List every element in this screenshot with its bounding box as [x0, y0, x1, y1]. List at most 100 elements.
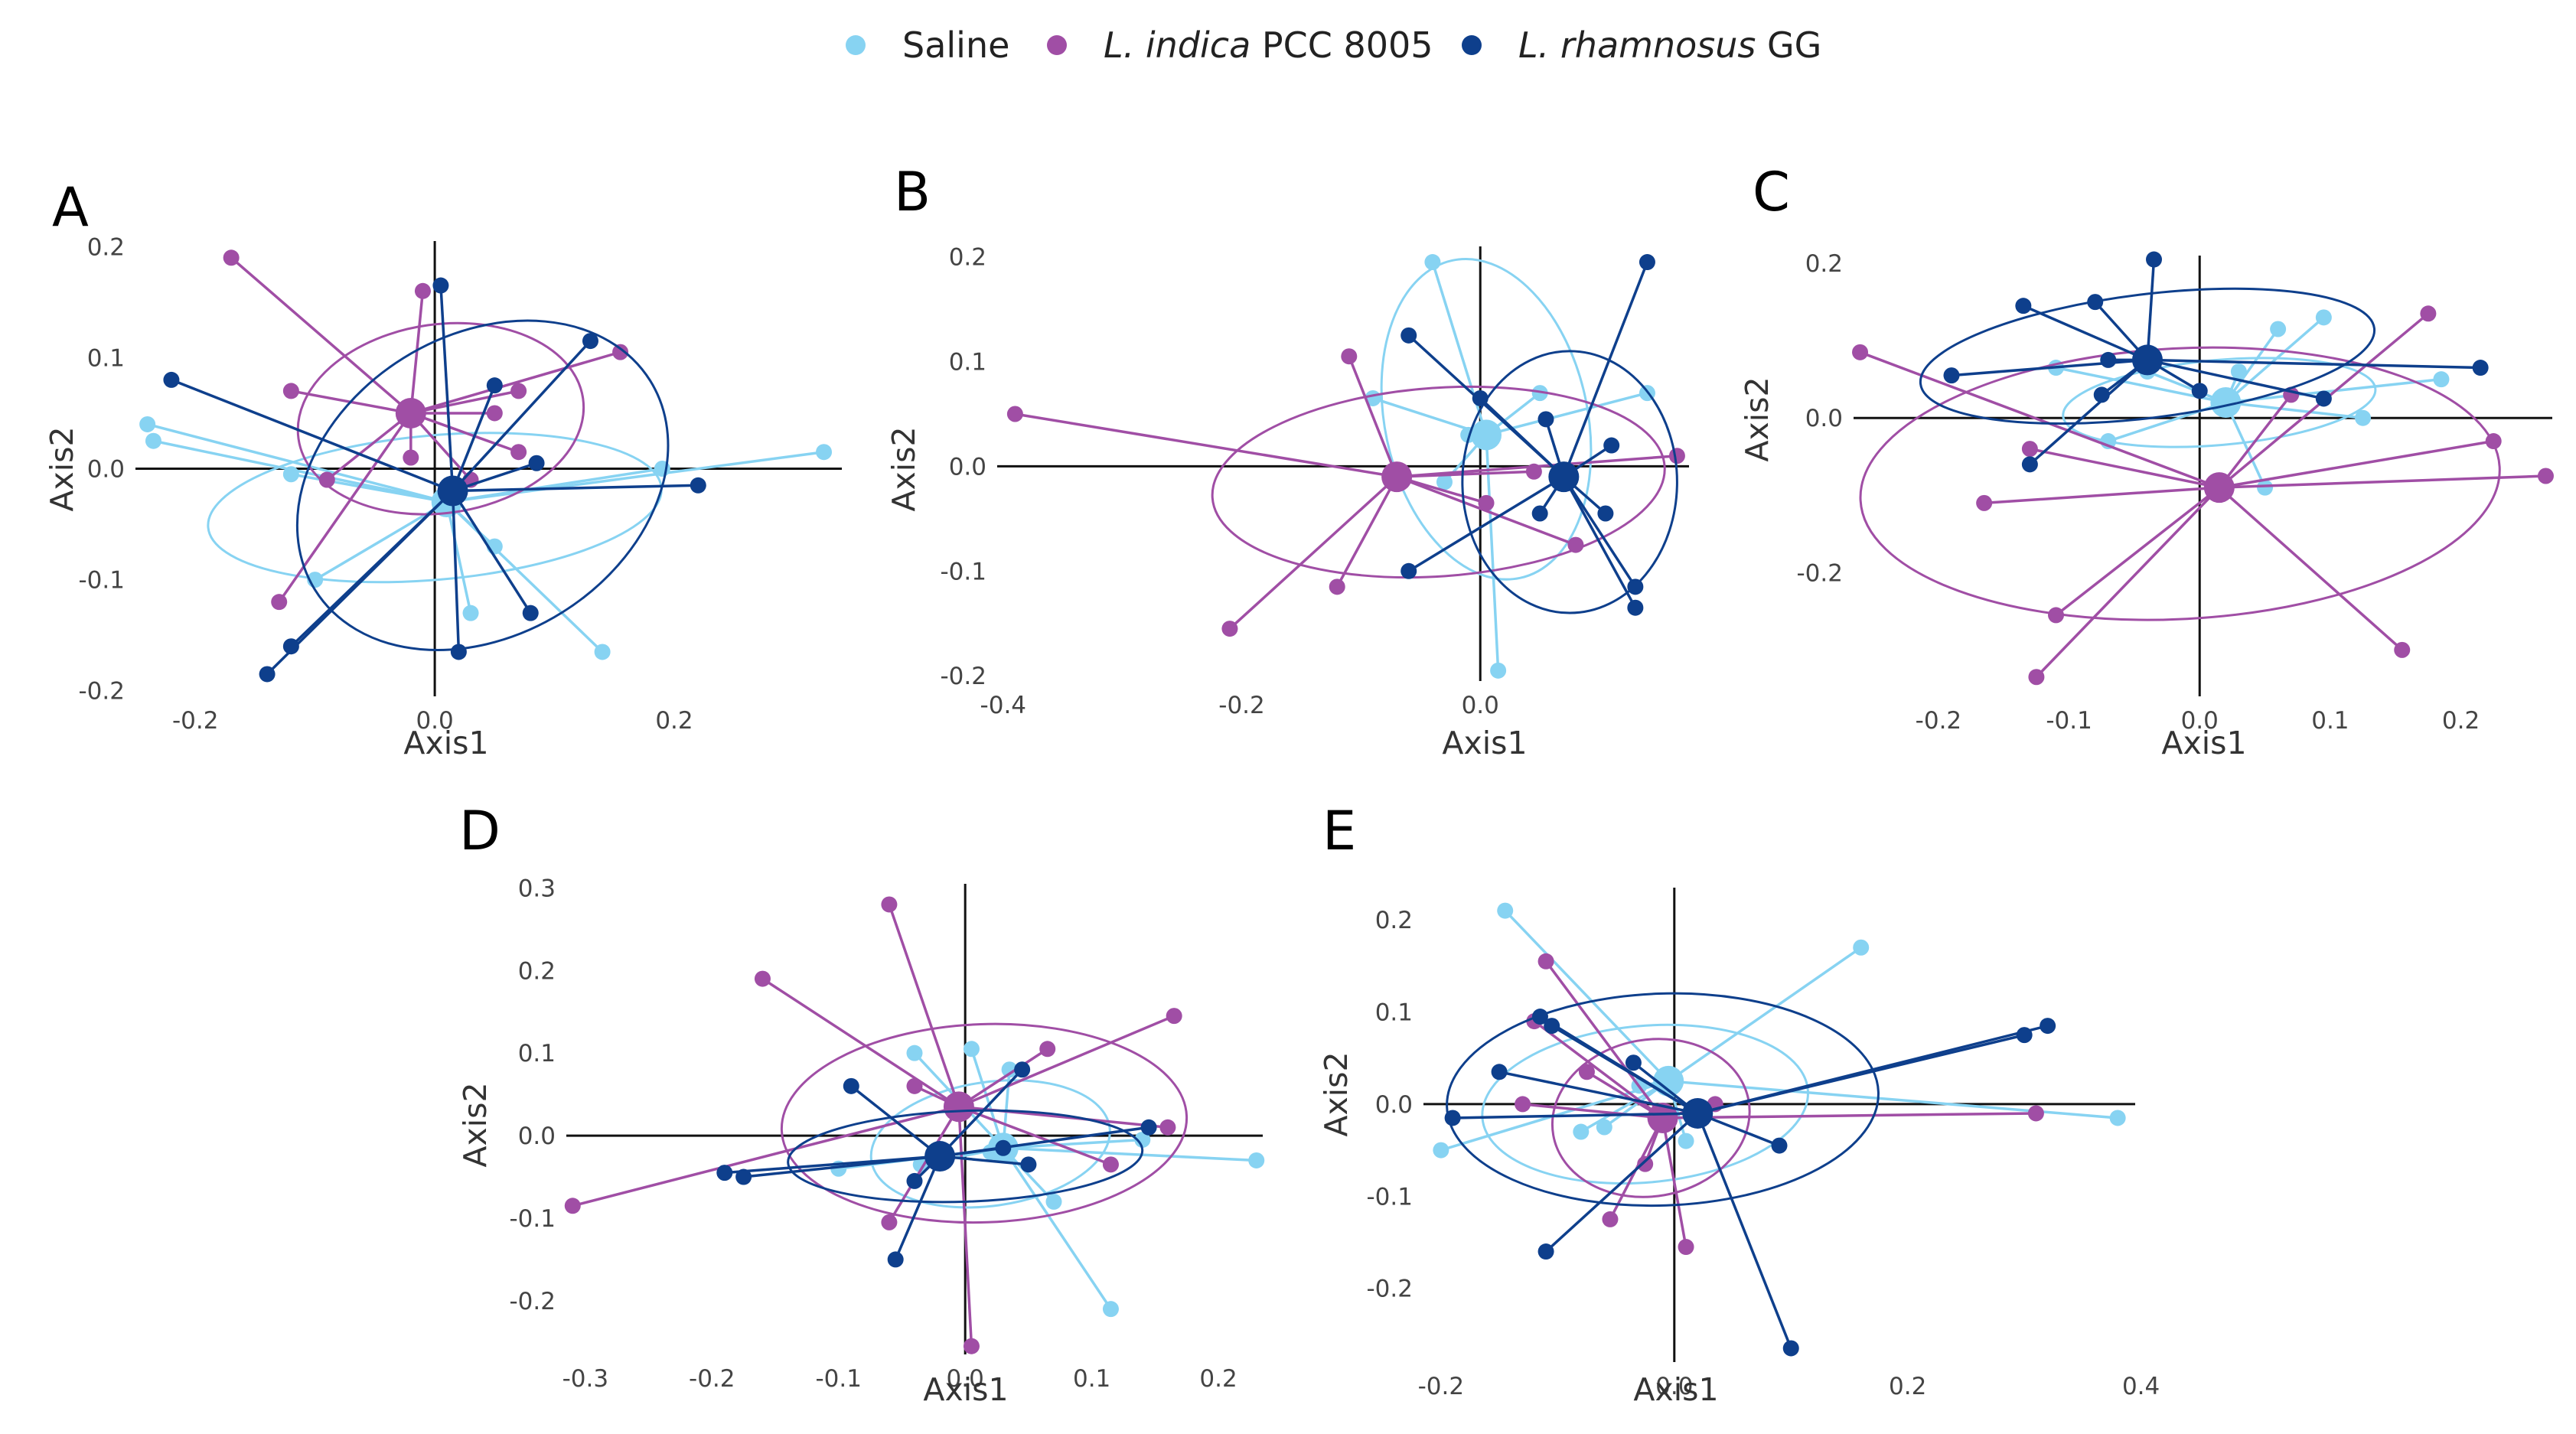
- spoke-line-saline: [147, 422, 448, 504]
- sample-point-l-indica: [2537, 468, 2554, 484]
- confidence-ellipse-l-indica: [1859, 346, 2501, 621]
- spoke-line-l-rhamnosus: [1696, 1113, 1792, 1349]
- sample-point-l-rhamnosus: [1603, 437, 1620, 454]
- sample-point-saline: [1596, 1119, 1612, 1136]
- sample-point-l-indica: [754, 970, 771, 987]
- sample-point-l-indica: [2028, 669, 2045, 686]
- spoke-line-l-rhamnosus: [938, 1068, 1023, 1158]
- centroid-point-l-rhamnosus: [924, 1141, 956, 1172]
- spoke-line-l-rhamnosus: [850, 1084, 941, 1158]
- sample-point-l-indica: [2420, 305, 2437, 322]
- confidence-ellipse-l-indica: [780, 1022, 1189, 1224]
- sample-point-l-indica: [1602, 1211, 1619, 1227]
- sample-point-l-indica: [612, 344, 629, 360]
- spoke-line-l-rhamnosus: [894, 1155, 941, 1260]
- y-tick-label-d: 0.2: [518, 957, 556, 985]
- sample-point-l-rhamnosus: [1627, 578, 1644, 595]
- y-tick-label-e: -0.1: [1367, 1183, 1414, 1211]
- y-axis-title-d: Axis2: [457, 1082, 494, 1167]
- spoke-line-saline: [1580, 1080, 1670, 1133]
- panel-letter-d: D: [459, 800, 501, 862]
- sample-point-l-rhamnosus: [1943, 367, 1960, 384]
- sample-point-l-rhamnosus: [1627, 599, 1644, 616]
- y-tick-label-c: 0.0: [1805, 405, 1843, 432]
- spoke-line-l-rhamnosus: [452, 490, 532, 614]
- group-l-rhamnosus-a: [163, 277, 706, 683]
- sample-point-l-rhamnosus: [2021, 456, 2038, 473]
- centroid-point-l-indica: [395, 397, 426, 429]
- group-l-indica-b: [1006, 348, 1685, 637]
- centroid-point-l-rhamnosus: [437, 475, 468, 507]
- y-tick-label-b: 0.0: [949, 453, 986, 481]
- spoke-line-l-rhamnosus: [1562, 476, 1637, 609]
- sample-point-saline: [2109, 1110, 2126, 1126]
- y-tick-label-a: 0.2: [87, 233, 125, 261]
- spoke-line-l-indica: [888, 904, 960, 1107]
- spoke-line-l-rhamnosus: [451, 385, 496, 492]
- spoke-line-saline: [1002, 1147, 1112, 1310]
- sample-point-saline: [2230, 363, 2247, 380]
- y-tick-label-a: 0.1: [87, 344, 125, 372]
- sample-point-l-rhamnosus: [735, 1168, 752, 1185]
- x-axis-title-d: Axis1: [923, 1371, 1008, 1408]
- group-l-rhamnosus-c: [1919, 251, 2489, 473]
- sample-point-l-indica: [881, 896, 898, 913]
- spoke-line-saline: [445, 501, 472, 614]
- sample-point-l-indica: [2485, 433, 2502, 450]
- spoke-line-l-rhamnosus: [1479, 397, 1565, 478]
- sample-point-l-indica: [1102, 1156, 1119, 1173]
- spoke-line-l-indica: [958, 1105, 1112, 1166]
- legend-item-saline: Saline: [846, 18, 1009, 72]
- legend-item-l-indica: L. indica PCC 8005: [1047, 18, 1433, 72]
- x-tick-label-c: -0.2: [1916, 707, 1962, 735]
- sample-point-l-indica: [1221, 621, 1238, 637]
- spoke-line-l-rhamnosus: [1453, 1112, 1698, 1119]
- sample-point-saline: [1134, 1131, 1151, 1148]
- spoke-line-l-rhamnosus: [1562, 261, 1649, 477]
- sample-point-l-rhamnosus: [1537, 411, 1554, 428]
- spoke-line-l-rhamnosus: [2146, 259, 2156, 360]
- x-tick-label-a: 0.2: [655, 707, 693, 735]
- centroid-point-l-indica: [943, 1091, 974, 1123]
- spoke-line-saline: [1003, 1138, 1143, 1150]
- spoke-line-l-indica: [1544, 960, 1664, 1119]
- spoke-line-l-rhamnosus: [1544, 1112, 1699, 1253]
- sample-point-l-rhamnosus: [2315, 390, 2332, 407]
- sample-point-l-rhamnosus: [1472, 389, 1489, 406]
- spoke-line-l-indica: [1662, 1112, 2036, 1119]
- centroid-point-l-rhamnosus: [1548, 461, 1580, 493]
- sample-point-l-indica: [1537, 953, 1554, 970]
- sample-point-l-rhamnosus: [1531, 1009, 1548, 1025]
- x-tick-label-e: -0.2: [1418, 1373, 1465, 1400]
- spoke-line-l-indica: [1859, 350, 2220, 489]
- spoke-line-l-indica: [2030, 447, 2220, 489]
- legend-label-saline: Saline: [902, 24, 1010, 66]
- spoke-line-l-indica: [410, 412, 520, 454]
- y-tick-label-a: 0.0: [87, 456, 125, 484]
- x-axis-title-e: Axis1: [1633, 1371, 1718, 1408]
- sample-point-l-indica: [2027, 1105, 2044, 1122]
- spoke-line-l-rhamnosus: [2023, 305, 2148, 362]
- spoke-line-saline: [153, 439, 448, 504]
- sample-point-l-rhamnosus: [1544, 1018, 1560, 1035]
- x-tick-label-a: 0.0: [416, 707, 453, 735]
- spoke-line-l-indica: [1984, 486, 2219, 505]
- spoke-line-l-indica: [572, 1105, 960, 1207]
- y-tick-label-b: 0.2: [949, 244, 986, 272]
- confidence-ellipse-l-rhamnosus: [787, 1109, 1144, 1204]
- sample-point-l-rhamnosus: [2100, 351, 2117, 368]
- panel-c: C -0.2 -0.1 0.0 0.1 0.2 0.2 0.0 -0.2 Axis1 Axis2: [1739, 161, 2554, 761]
- spoke-line-l-indica: [957, 1106, 973, 1347]
- sample-point-l-indica: [486, 405, 503, 422]
- panel-a: A -0.2 0.0 0.2 0.2 0.1 0.0 -0.1 -0.2 Axis1 Axis2: [44, 176, 842, 761]
- sample-point-l-rhamnosus: [450, 644, 467, 660]
- sample-point-saline: [2315, 309, 2332, 326]
- sample-point-l-indica: [318, 471, 335, 488]
- x-axis-title-b: Axis1: [1442, 725, 1527, 761]
- spoke-line-l-rhamnosus: [2147, 358, 2324, 400]
- y-tick-label-d: -0.1: [510, 1205, 556, 1233]
- spoke-line-l-indica: [2035, 486, 2221, 678]
- spoke-line-l-indica: [410, 350, 621, 415]
- sample-point-l-rhamnosus: [906, 1172, 923, 1189]
